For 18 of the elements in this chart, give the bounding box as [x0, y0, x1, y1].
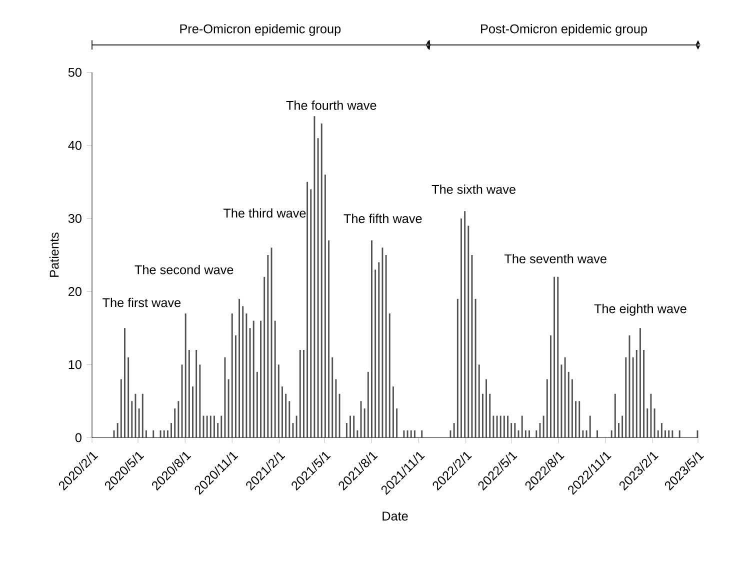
y-tick-label: 20 — [68, 287, 82, 296]
annotation: The third wave — [223, 208, 306, 218]
y-tick-label: 0 — [75, 433, 82, 442]
y-tick-label: 40 — [68, 140, 82, 150]
annotation: The second wave — [134, 264, 234, 274]
annotation: The seventh wave — [504, 254, 606, 264]
annotation: The fifth wave — [344, 214, 422, 224]
y-tick-label: 30 — [68, 214, 82, 223]
y-axis-title: Patients — [49, 232, 59, 277]
y-tick-label: 10 — [68, 360, 82, 370]
y-tick-label: 50 — [68, 68, 82, 77]
x-axis-title: Date — [382, 512, 408, 521]
text: Pre-Omicron epidemic group — [180, 24, 341, 36]
annotation: The sixth wave — [432, 184, 516, 194]
annotation: The first wave — [102, 298, 181, 308]
annotation: The eighth wave — [594, 304, 686, 316]
text: Post-Omicron epidemic group — [481, 24, 647, 36]
annotation: The fourth wave — [286, 100, 376, 110]
